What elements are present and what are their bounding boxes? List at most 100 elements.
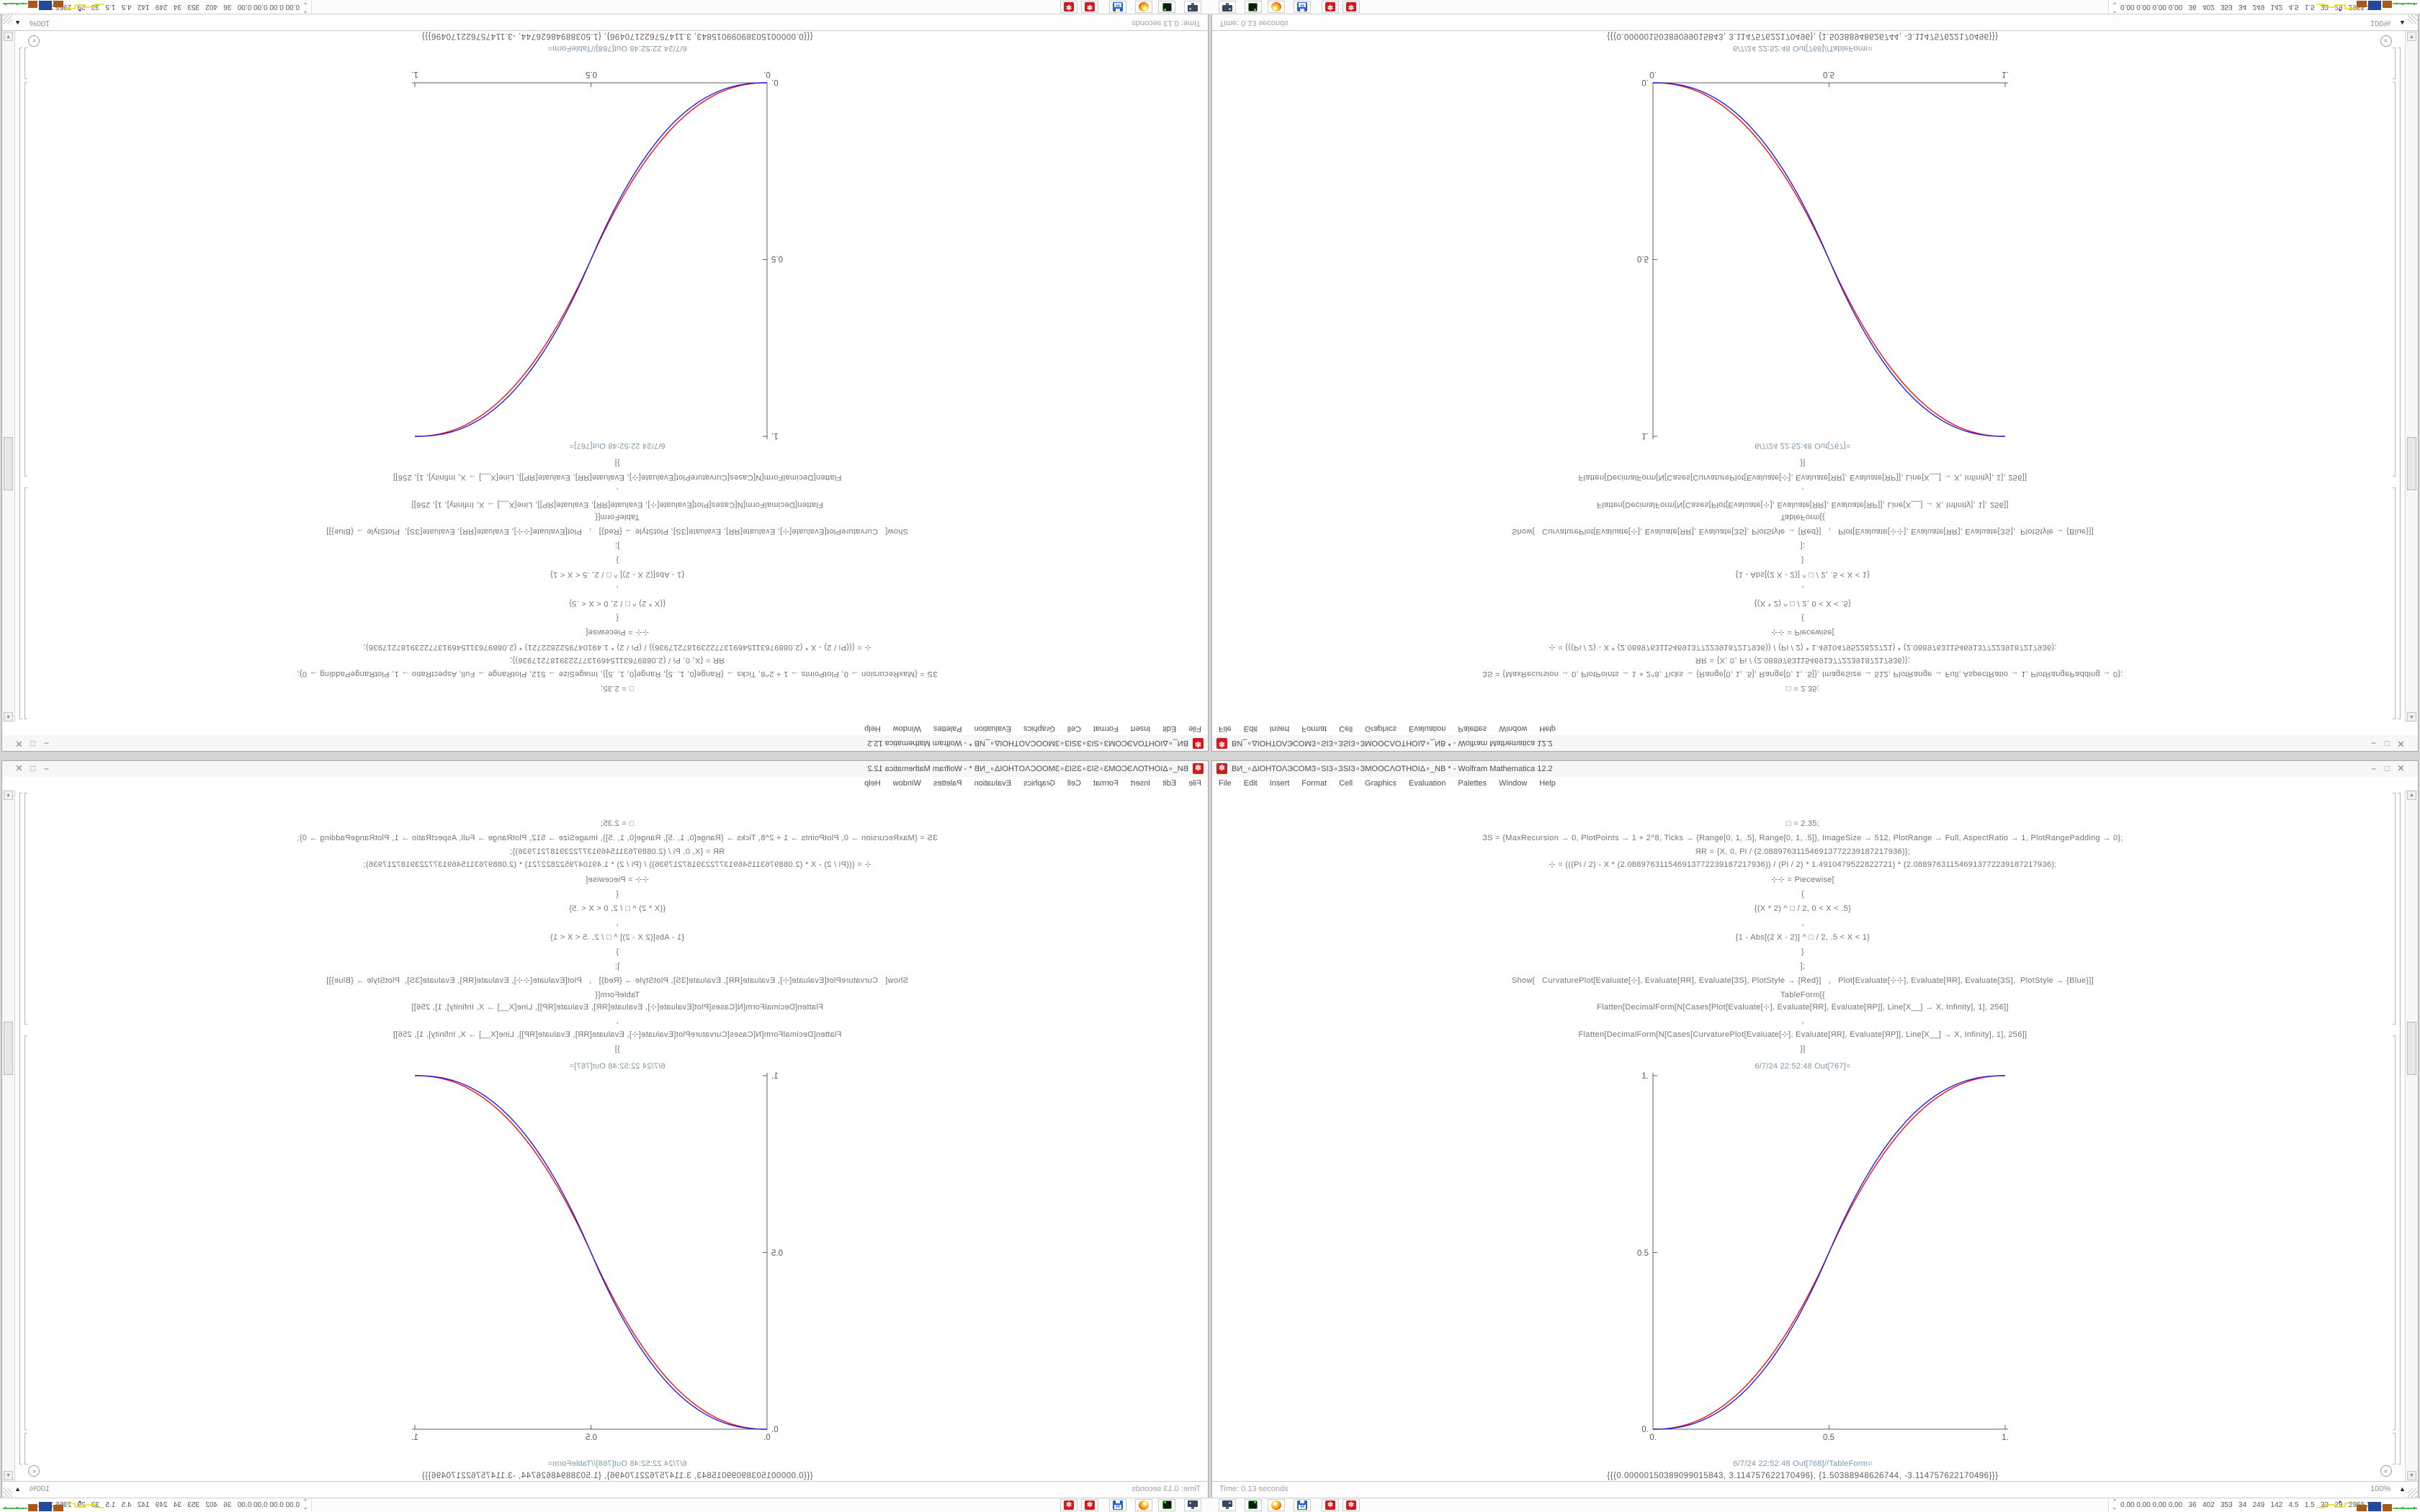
scrollbar-thumb[interactable] bbox=[2407, 437, 2416, 490]
menu-item-edit[interactable]: Edit bbox=[1243, 724, 1258, 733]
scrollbar-up-arrow-icon[interactable]: ▲ bbox=[2407, 712, 2416, 721]
cell-bracket-tableform-output[interactable] bbox=[2393, 48, 2396, 79]
vertical-scrollbar[interactable]: ▲ ▼ bbox=[2, 790, 15, 1481]
taskbar-icon-floppy64[interactable]: 64 bbox=[1109, 1499, 1126, 1511]
zoom-level[interactable]: 100% bbox=[29, 19, 50, 27]
menu-item-format[interactable]: Format bbox=[1093, 724, 1119, 733]
menu-item-help[interactable]: Help bbox=[864, 779, 881, 788]
cell-bracket-tableform-output[interactable] bbox=[24, 48, 27, 79]
resize-grip[interactable] bbox=[3, 14, 12, 24]
cell-group-opener-icon[interactable]: » bbox=[2380, 35, 2392, 47]
cell-bracket-group[interactable] bbox=[2398, 48, 2401, 719]
menu-item-cell[interactable]: Cell bbox=[1067, 779, 1081, 788]
titlebar[interactable]: ✽ ВИ_∘ΔІОНТОΛЭСОМЗ∘ЅІЗ∘ЗЅІЗ∘ЗМООСΛОТНОІΔ… bbox=[1212, 761, 2418, 777]
taskbar-icon-screenshot-tool[interactable] bbox=[1219, 1499, 1236, 1511]
scrollbar-down-arrow-icon[interactable]: ▼ bbox=[4, 32, 13, 41]
taskbar-icon-mathematica-1[interactable]: ✽ bbox=[1081, 1499, 1098, 1511]
menu-item-window[interactable]: Window bbox=[892, 724, 921, 733]
taskbar-icon-screenshot-tool[interactable] bbox=[1219, 1, 1236, 13]
taskbar-icon-disk-utility[interactable] bbox=[1245, 1499, 1262, 1511]
cell-bracket-plot-output[interactable] bbox=[2393, 1035, 2396, 1430]
magnification-arrow-icon[interactable]: ▲ bbox=[14, 19, 21, 27]
taskbar-icon-disk-utility[interactable] bbox=[1158, 1499, 1175, 1511]
menu-item-format[interactable]: Format bbox=[1093, 779, 1119, 788]
close-button[interactable]: ✕ bbox=[15, 739, 23, 749]
titlebar[interactable]: ✽ ВИ_∘ΔІОНТОΛЭСОМЗ∘ЅІЗ∘ЗЅІЗ∘ЗМООСΛОТНОІΔ… bbox=[2, 761, 1208, 777]
taskbar-icon-mathematica-2[interactable]: ✽ bbox=[1343, 1, 1360, 13]
menu-item-palettes[interactable]: Palettes bbox=[1458, 724, 1487, 733]
menu-item-insert[interactable]: Insert bbox=[1269, 779, 1290, 788]
cell-bracket-input[interactable] bbox=[24, 487, 27, 719]
chevron-up-icon[interactable]: ⌃ ⌄ bbox=[302, 1498, 308, 1511]
menu-item-help[interactable]: Help bbox=[1539, 724, 1556, 733]
chevron-up-icon[interactable]: ⌃ ⌄ bbox=[2112, 1, 2118, 14]
taskbar-icon-firefox[interactable] bbox=[1135, 1, 1152, 13]
cell-bracket-plot-output[interactable] bbox=[24, 1035, 27, 1430]
taskbar-icon-mathematica-1[interactable]: ✽ bbox=[1322, 1499, 1339, 1511]
taskbar-icon-mathematica-2[interactable]: ✽ bbox=[1060, 1, 1077, 13]
menu-item-window[interactable]: Window bbox=[892, 779, 921, 788]
cell-bracket-input[interactable] bbox=[24, 793, 27, 1025]
cell-group-opener-icon[interactable]: » bbox=[28, 35, 40, 47]
taskbar-icon-disk-utility[interactable] bbox=[1158, 1, 1175, 13]
menu-item-edit[interactable]: Edit bbox=[1243, 779, 1258, 788]
menu-item-cell[interactable]: Cell bbox=[1067, 724, 1081, 733]
cell-bracket-tableform-output[interactable] bbox=[2393, 1433, 2396, 1464]
close-button[interactable]: ✕ bbox=[2397, 739, 2405, 749]
scrollbar-thumb[interactable] bbox=[4, 437, 13, 490]
scrollbar-thumb[interactable] bbox=[4, 1022, 13, 1075]
taskbar-icon-mathematica-2[interactable]: ✽ bbox=[1060, 1499, 1077, 1511]
taskbar-icon-mathematica-1[interactable]: ✽ bbox=[1322, 1, 1339, 13]
notebook-content[interactable]: □ = 2.35; ЗЅ = {MaxRecursion → 0, PlotPo… bbox=[17, 790, 1208, 1508]
resize-grip[interactable] bbox=[3, 1488, 12, 1498]
menu-item-graphics[interactable]: Graphics bbox=[1365, 724, 1397, 733]
vertical-scrollbar[interactable]: ▲ ▼ bbox=[2, 31, 15, 722]
menu-item-edit[interactable]: Edit bbox=[1162, 779, 1177, 788]
menu-item-palettes[interactable]: Palettes bbox=[933, 724, 962, 733]
scrollbar-down-arrow-icon[interactable]: ▼ bbox=[2407, 32, 2416, 41]
menu-item-window[interactable]: Window bbox=[1499, 779, 1528, 788]
taskbar-icon-floppy64[interactable]: 64 bbox=[1109, 1, 1126, 13]
resize-grip[interactable] bbox=[2408, 14, 2417, 24]
menu-item-insert[interactable]: Insert bbox=[1130, 779, 1151, 788]
taskbar-icon-screenshot-tool[interactable] bbox=[1184, 1, 1201, 13]
chevron-up-icon[interactable]: ⌃ ⌄ bbox=[302, 1, 308, 14]
menu-item-cell[interactable]: Cell bbox=[1339, 724, 1353, 733]
close-button[interactable]: ✕ bbox=[2397, 763, 2405, 773]
menu-item-format[interactable]: Format bbox=[1301, 779, 1327, 788]
cell-group-opener-icon[interactable]: » bbox=[2380, 1465, 2392, 1477]
maximize-button[interactable]: □ bbox=[30, 739, 36, 749]
zoom-level[interactable]: 100% bbox=[2370, 19, 2391, 27]
cell-bracket-input[interactable] bbox=[2393, 793, 2396, 1025]
maximize-button[interactable]: □ bbox=[2384, 739, 2390, 749]
vertical-scrollbar[interactable]: ▲ ▼ bbox=[2405, 790, 2418, 1481]
cell-bracket-group[interactable] bbox=[19, 793, 22, 1464]
menu-item-graphics[interactable]: Graphics bbox=[1365, 779, 1397, 788]
menu-item-evaluation[interactable]: Evaluation bbox=[974, 779, 1011, 788]
menu-item-palettes[interactable]: Palettes bbox=[933, 779, 962, 788]
taskbar-icon-firefox[interactable] bbox=[1268, 1499, 1285, 1511]
taskbar-icon-floppy64[interactable]: 64 bbox=[1294, 1, 1311, 13]
menu-item-file[interactable]: File bbox=[1188, 779, 1201, 788]
scrollbar-thumb[interactable] bbox=[2407, 1022, 2416, 1075]
scrollbar-up-arrow-icon[interactable]: ▲ bbox=[2407, 791, 2416, 800]
magnification-arrow-icon[interactable]: ▲ bbox=[2399, 19, 2406, 27]
notebook-content[interactable]: □ = 2.35; ЗЅ = {MaxRecursion → 0, PlotPo… bbox=[1212, 790, 2403, 1508]
taskbar-icon-floppy64[interactable]: 64 bbox=[1294, 1499, 1311, 1511]
resize-grip[interactable] bbox=[2408, 1488, 2417, 1498]
cell-bracket-group[interactable] bbox=[2398, 793, 2401, 1464]
cell-group-opener-icon[interactable]: » bbox=[28, 1465, 40, 1477]
cell-bracket-input[interactable] bbox=[2393, 487, 2396, 719]
menu-item-edit[interactable]: Edit bbox=[1162, 724, 1177, 733]
scrollbar-up-arrow-icon[interactable]: ▲ bbox=[4, 791, 13, 800]
taskbar-icon-screenshot-tool[interactable] bbox=[1184, 1499, 1201, 1511]
maximize-button[interactable]: □ bbox=[30, 763, 36, 773]
menu-item-file[interactable]: File bbox=[1219, 724, 1232, 733]
menu-item-evaluation[interactable]: Evaluation bbox=[1409, 779, 1446, 788]
menu-item-insert[interactable]: Insert bbox=[1130, 724, 1151, 733]
magnification-arrow-icon[interactable]: ▲ bbox=[14, 1485, 21, 1493]
close-button[interactable]: ✕ bbox=[15, 763, 23, 773]
minimize-button[interactable]: – bbox=[44, 739, 49, 749]
menu-item-window[interactable]: Window bbox=[1499, 724, 1528, 733]
chevron-up-icon[interactable]: ⌃ ⌄ bbox=[2112, 1498, 2118, 1511]
